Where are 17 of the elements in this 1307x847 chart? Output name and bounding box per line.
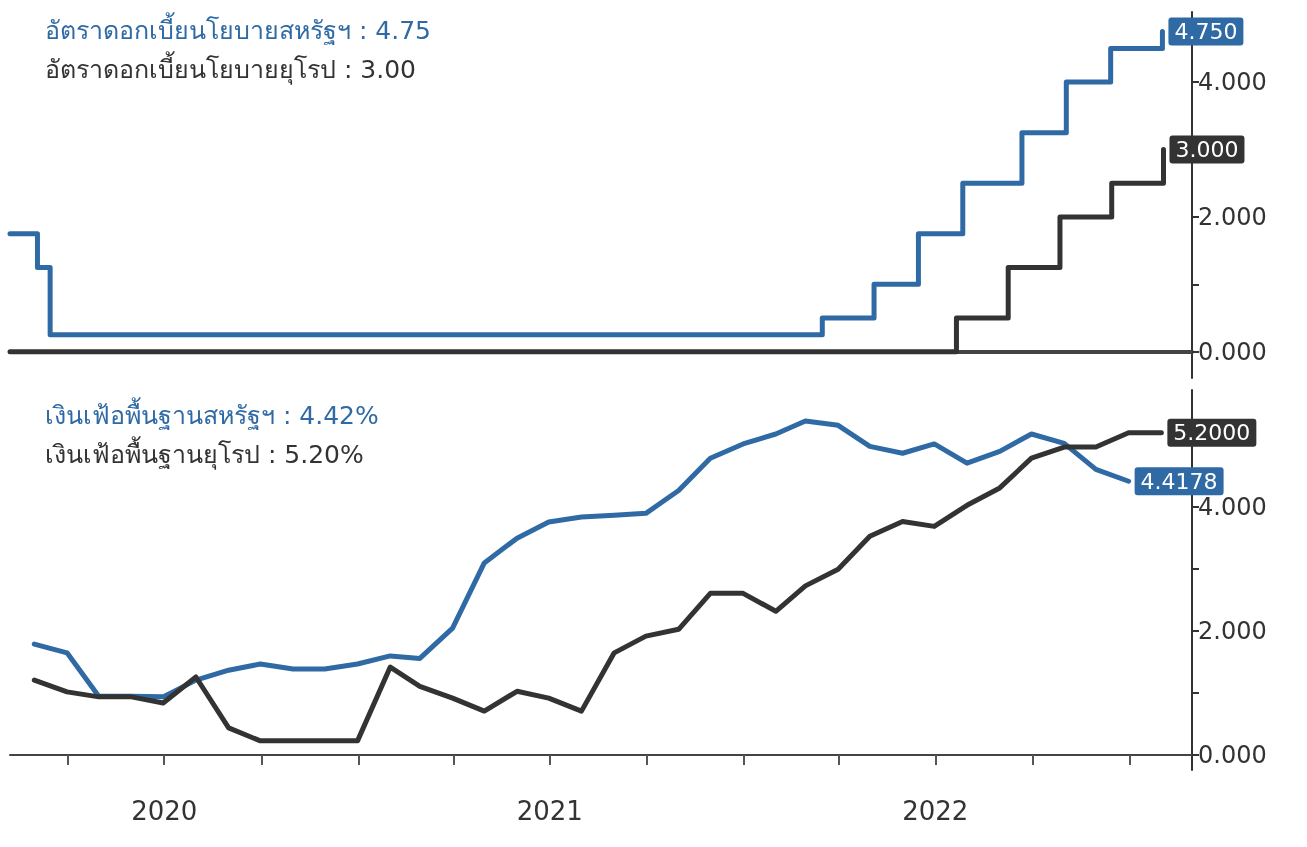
y-tick-label: 2.000: [1198, 202, 1267, 231]
y-tick-label: 2.000: [1198, 617, 1267, 646]
x-tick-label: 2021: [516, 796, 583, 826]
y-tick-label: 4.000: [1198, 68, 1267, 97]
y-tick-label: 4.000: [1198, 493, 1267, 522]
data-label: 5.2000: [1173, 420, 1251, 446]
y-tick-label: 0.000: [1198, 741, 1267, 770]
text: อัตราดอกเบี้ยนโยบายสหรัฐฯ : 4.75: [45, 12, 431, 45]
text: เงินเฟ้อพื้นฐานยุโรป : 5.20%: [45, 436, 364, 470]
text: อัตราดอกเบี้ยนโยบายยุโรป : 3.00: [45, 51, 416, 85]
data-label: 3.000: [1175, 137, 1239, 162]
x-tick-label: 2022: [902, 796, 969, 826]
y-tick-label: 0.000: [1198, 337, 1267, 366]
text: เงินเฟ้อพื้นฐานสหรัฐฯ : 4.42%: [45, 397, 379, 430]
data-label: 4.750: [1174, 19, 1238, 45]
data-label: 4.4178: [1140, 468, 1218, 494]
x-tick-label: 2020: [131, 796, 198, 826]
